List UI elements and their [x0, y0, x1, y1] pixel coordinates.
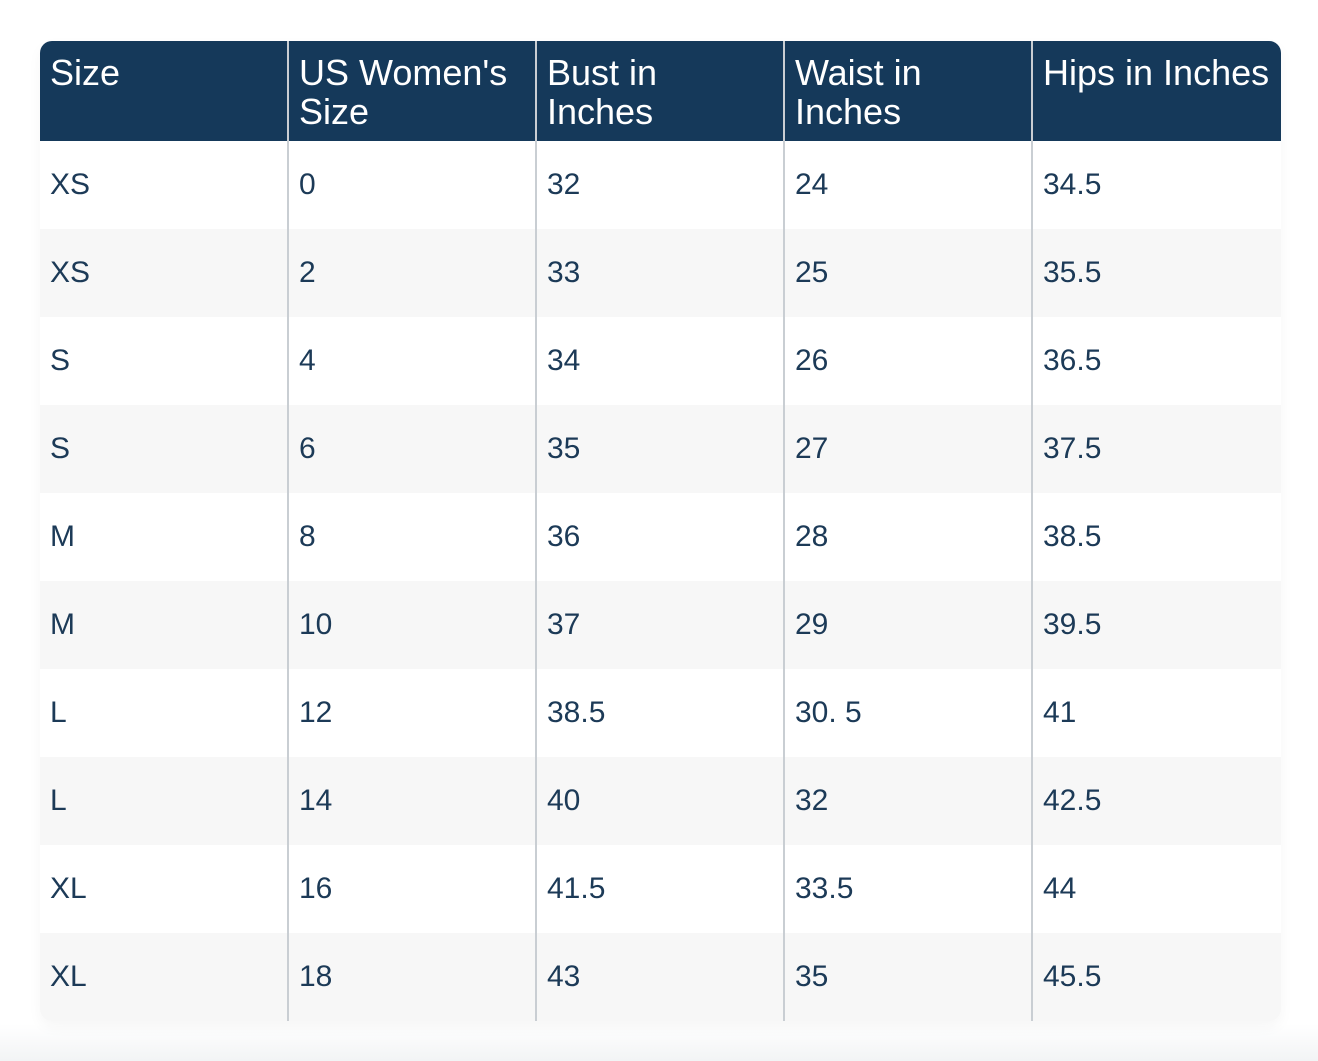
table-cell: 43	[535, 933, 784, 1021]
table-cell: 37	[535, 581, 784, 669]
column-header: Hips in Inches	[1031, 41, 1281, 141]
table-cell: 26	[783, 317, 1032, 405]
table-cell: 6	[287, 405, 536, 493]
column-header: Size	[40, 41, 288, 141]
table-header: Size US Women's Size Bust in Inches Waist i…	[40, 41, 1281, 141]
table-row: M 10 37 29 39.5	[40, 581, 1281, 669]
table-cell: 32	[535, 141, 784, 229]
table-cell: 45.5	[1031, 933, 1281, 1021]
table-cell: 25	[783, 229, 1032, 317]
table-cell: 14	[287, 757, 536, 845]
table-cell: 27	[783, 405, 1032, 493]
table-row: XL 16 41.5 33.5 44	[40, 845, 1281, 933]
bottom-shade	[0, 1024, 1318, 1061]
table-cell: M	[50, 520, 75, 553]
table-cell: 39.5	[1031, 581, 1281, 669]
table-cell: 36.5	[1031, 317, 1281, 405]
table-cell: XL	[40, 933, 288, 1021]
table-cell: 35	[535, 405, 784, 493]
size-table: Size US Women's Size Bust in Inches Waist i…	[40, 41, 1281, 1021]
table-cell: 34.5	[1031, 141, 1281, 229]
table-row: M 8 36 28 38.5	[40, 493, 1281, 581]
table-row: L 14 40 32 42.5	[40, 757, 1281, 845]
table-cell: 30. 5	[783, 669, 1032, 757]
column-header: Bust in Inches	[535, 41, 784, 141]
table-cell: 44	[1031, 845, 1281, 933]
table-cell: 18	[287, 933, 536, 1021]
table-cell: XS	[40, 229, 288, 317]
table-cell: 12	[287, 669, 536, 757]
table-cell: 8	[287, 493, 536, 581]
table-cell: XL	[50, 872, 87, 905]
table-cell: 35	[783, 933, 1032, 1021]
table-cell: 0	[287, 141, 536, 229]
column-header: US Women's Size	[287, 41, 536, 141]
table-row: L 12 38.5 30. 5 41	[40, 669, 1281, 757]
table-cell: 32	[783, 757, 1032, 845]
table-cell: 29	[783, 581, 1032, 669]
table-cell: M	[40, 581, 288, 669]
table-cell: 34	[535, 317, 784, 405]
table-cell: 41.5	[535, 845, 784, 933]
table-cell: 33	[535, 229, 784, 317]
table-cell: S	[50, 344, 71, 377]
table-cell: 24	[783, 141, 1032, 229]
table-cell: 42.5	[1031, 757, 1281, 845]
table-cell: 40	[535, 757, 784, 845]
table-cell: 41	[1031, 669, 1281, 757]
column-header: Waist in Inches	[783, 41, 1032, 141]
table-cell: L	[50, 696, 67, 729]
table-cell: S	[40, 405, 288, 493]
table-cell: 38.5	[1031, 493, 1281, 581]
table-cell: 4	[287, 317, 536, 405]
table-row: XS 0 32 24 34.5	[40, 141, 1281, 229]
table-cell: 10	[287, 581, 536, 669]
table-row: S 6 35 27 37.5	[40, 405, 1281, 493]
size-chart: Size US Women's Size Bust in Inches Waist i…	[40, 41, 1281, 1021]
table-cell: 37.5	[1031, 405, 1281, 493]
table-cell: 2	[287, 229, 536, 317]
table-cell: 28	[783, 493, 1032, 581]
table-body: XS 0 32 24 34.5 XS 2 33 25 35.5 S 4 34 26 36.5 S 6 35 27 37…	[40, 141, 1281, 1021]
table-cell: 38.5	[535, 669, 784, 757]
table-cell: 35.5	[1031, 229, 1281, 317]
table-cell: L	[40, 757, 288, 845]
table-cell: XS	[50, 168, 91, 201]
table-row: XL 18 43 35 45.5	[40, 933, 1281, 1021]
table-cell: 33.5	[783, 845, 1032, 933]
table-cell: 36	[535, 493, 784, 581]
table-row: XS 2 33 25 35.5	[40, 229, 1281, 317]
table-row: S 4 34 26 36.5	[40, 317, 1281, 405]
header-row: Size US Women's Size Bust in Inches Waist i…	[40, 41, 1281, 141]
table-cell: 16	[287, 845, 536, 933]
